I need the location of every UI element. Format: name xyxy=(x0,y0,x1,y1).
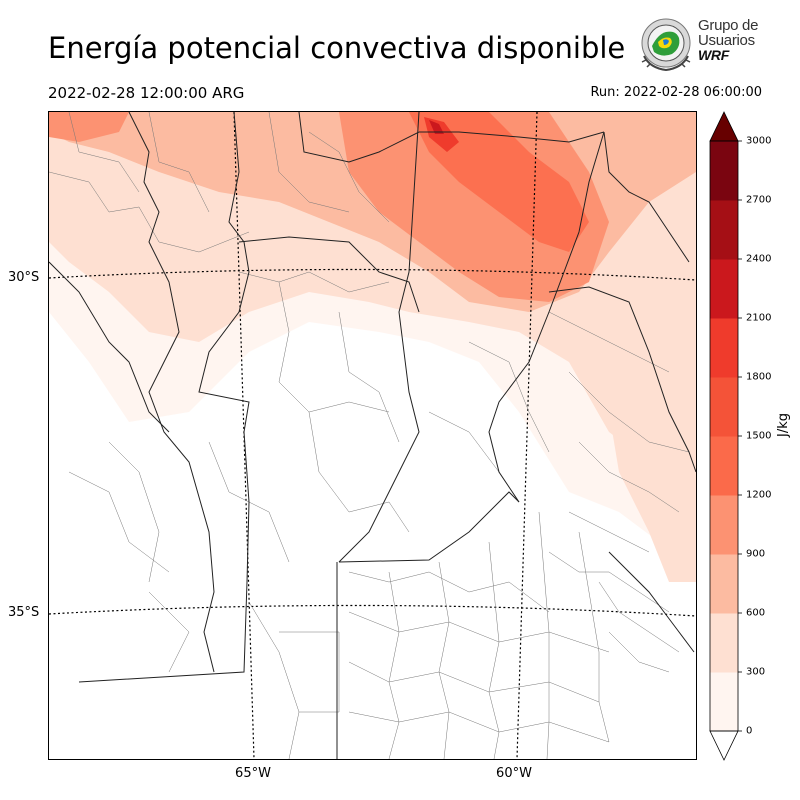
boundary-buenos-aires-north xyxy=(338,491,520,563)
cape-field-1200-1500 xyxy=(409,112,589,252)
coast-rio-de-la-plata xyxy=(608,551,695,653)
logo-text: Grupo de Usuarios WRF xyxy=(698,18,758,63)
colorbar-bin xyxy=(710,672,738,732)
parallel-35s xyxy=(49,604,696,617)
colorbar-unit-label: J/kg xyxy=(776,413,791,437)
province-boundaries xyxy=(49,112,696,759)
colorbar-bin xyxy=(710,200,738,260)
colorbar-tick-label: 2100 xyxy=(746,312,772,324)
cape-field-900-1200-b xyxy=(49,112,129,142)
colorbar-tick-label: 900 xyxy=(746,548,766,560)
plot-title: Energía potencial convectiva disponible xyxy=(48,31,626,65)
boundary-corrientes xyxy=(603,131,690,263)
valid-time: 2022-02-28 12:00:00 ARG xyxy=(48,84,245,102)
colorbar-extend-min xyxy=(709,730,739,761)
lat-label-30s: 30°S xyxy=(8,270,40,285)
boundary-western-edge xyxy=(49,261,170,433)
wrf-globe-emblem-icon xyxy=(641,18,691,72)
boundary-santa-fe xyxy=(338,112,420,563)
wrf-users-logo: Grupo de Usuarios WRF xyxy=(636,16,766,74)
colorbar-bin xyxy=(710,436,738,496)
logo-line-2: Usuarios xyxy=(698,32,755,49)
boundary-cordoba-north xyxy=(238,236,420,313)
colorbar-tick-label: 600 xyxy=(746,607,766,619)
colorbar-tick-label: 1500 xyxy=(746,430,772,442)
run-time: Run: 2022-02-28 06:00:00 xyxy=(590,85,762,100)
boundary-la-rioja-catamarca xyxy=(128,112,215,673)
colorbar-bin xyxy=(710,554,738,614)
colorbar-tick-label: 300 xyxy=(746,666,766,678)
cape-field-300-600-b xyxy=(609,292,696,582)
colorbar-bin xyxy=(710,141,738,201)
boundary-entre-rios xyxy=(548,286,696,473)
colorbar-tick-label: 1200 xyxy=(746,489,772,501)
parallel-30s xyxy=(49,268,696,281)
department-boundaries xyxy=(49,112,690,759)
colorbar-bin xyxy=(710,318,738,378)
lon-label-65w: 65°W xyxy=(235,766,271,781)
lat-label-35s: 35°S xyxy=(8,605,40,620)
boundary-cordoba-west xyxy=(78,112,250,683)
colorbar-tick-label: 0 xyxy=(746,725,753,737)
cape-map xyxy=(49,112,696,759)
colorbar-tick-label: 3000 xyxy=(746,135,772,147)
colorbar xyxy=(709,111,742,761)
boundary-santa-fe-east xyxy=(488,131,605,503)
colorbar-bin xyxy=(710,613,738,673)
cape-field-900-1200 xyxy=(339,112,609,302)
colorbar-bin xyxy=(710,377,738,437)
colorbar-bin xyxy=(710,259,738,319)
cape-field-2100-2400 xyxy=(429,120,444,134)
colorbar-tick-label: 1800 xyxy=(746,371,772,383)
logo-line-3: WRF xyxy=(698,47,729,63)
colorbar-bin xyxy=(710,495,738,555)
colorbar-tick-label: 2400 xyxy=(746,253,772,265)
boundary-north-border xyxy=(298,112,605,163)
logo-line-1: Grupo de xyxy=(698,17,759,34)
lon-label-60w: 60°W xyxy=(496,766,532,781)
map-panel[interactable] xyxy=(48,111,697,760)
graticule xyxy=(49,112,696,759)
colorbar-tick-label: 2700 xyxy=(746,194,772,206)
colorbar-extend-max xyxy=(709,111,739,142)
